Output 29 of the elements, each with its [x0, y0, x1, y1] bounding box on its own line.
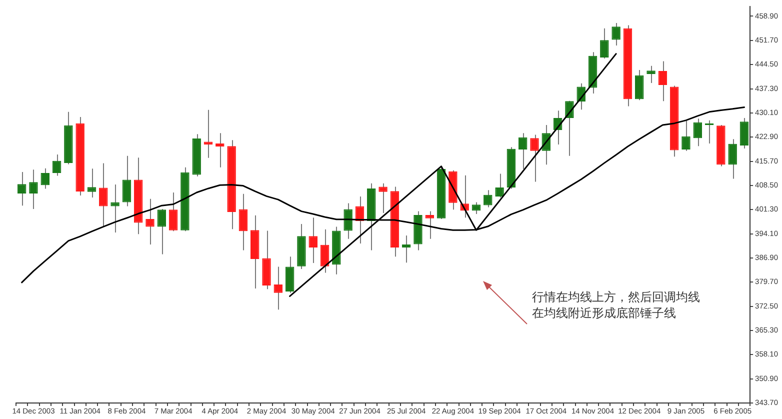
candlestick	[157, 208, 166, 255]
candlestick	[216, 132, 224, 168]
candlestick	[472, 202, 481, 214]
candlestick	[122, 155, 132, 207]
candlestick	[344, 202, 352, 240]
candlestick	[168, 192, 178, 232]
candlestick	[425, 210, 434, 240]
candlestick	[274, 266, 283, 310]
candlestick	[146, 198, 154, 246]
candlestick	[600, 28, 609, 60]
candlestick	[238, 193, 248, 251]
candlestick	[99, 162, 108, 228]
annotation: 在均线附近形成底部锤子线	[532, 306, 676, 320]
candlestick	[308, 217, 318, 264]
candlestick	[110, 184, 120, 233]
candlestick	[728, 138, 737, 180]
candlestick	[17, 172, 26, 206]
candlestick	[646, 65, 656, 84]
annotation: 行情在均线上方，然后回调均线	[532, 290, 700, 304]
candlestick	[29, 169, 38, 210]
candlestick	[402, 234, 411, 264]
candlestick	[740, 117, 749, 150]
candlestick	[378, 182, 388, 214]
candlestick	[635, 69, 644, 101]
candlestick	[530, 134, 539, 182]
candlestick	[285, 256, 294, 294]
candlestick	[693, 118, 702, 147]
candlestick	[320, 228, 330, 274]
candlestick	[87, 168, 96, 198]
